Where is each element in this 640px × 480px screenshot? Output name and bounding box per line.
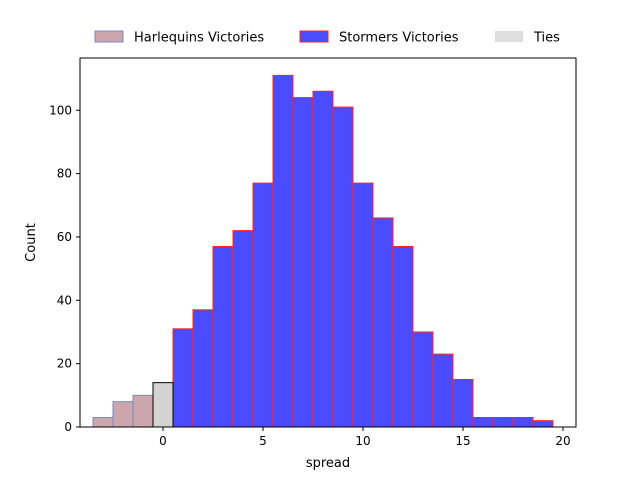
x-axis-label: spread <box>306 456 350 471</box>
bar-stormers-victories-7 <box>312 90 334 428</box>
y-tick-label: 80 <box>57 167 72 181</box>
bar-stormers-victories-9 <box>352 182 374 428</box>
y-tick-label: 0 <box>64 420 72 434</box>
legend: Harlequins Victories Stormers Victories Ti… <box>94 30 560 46</box>
bar-stormers-victories-13 <box>432 353 454 428</box>
bar-harlequins-victories-1 <box>112 401 134 428</box>
bar-stormers-victories-3 <box>232 230 254 428</box>
bar-harlequins-victories-0 <box>92 416 114 428</box>
x-tick-label: 10 <box>355 434 370 448</box>
x-tick-label: 0 <box>159 434 167 448</box>
legend-swatch-stormers-victories <box>299 30 329 43</box>
y-tick-label: 100 <box>49 103 72 117</box>
bar-stormers-victories-4 <box>252 182 274 428</box>
bar-stormers-victories-14 <box>452 378 474 428</box>
legend-swatch-ties <box>495 31 523 42</box>
bar-stormers-victories-2 <box>212 245 234 428</box>
bar-stormers-victories-10 <box>372 217 394 428</box>
plot-frame <box>79 57 577 428</box>
bar-stormers-victories-18 <box>532 420 554 428</box>
bar-ties-0 <box>152 382 174 428</box>
y-tick-label: 60 <box>57 230 72 244</box>
bar-stormers-victories-5 <box>272 74 294 428</box>
bar-stormers-victories-8 <box>332 106 354 428</box>
bar-stormers-victories-6 <box>292 97 314 428</box>
ticks-layer: 0 5 10 15 20 0 20 40 60 80 100 <box>49 103 571 448</box>
bar-stormers-victories-16 <box>492 416 514 428</box>
bar-stormers-victories-15 <box>472 416 494 428</box>
legend-label-harlequins-victories: Harlequins Victories <box>134 31 264 46</box>
bar-stormers-victories-17 <box>512 416 534 428</box>
legend-label-ties: Ties <box>533 31 560 46</box>
bar-stormers-victories-0 <box>172 328 194 428</box>
bar-stormers-victories-1 <box>192 309 214 428</box>
bars-layer <box>92 74 554 428</box>
y-tick-label: 20 <box>57 357 72 371</box>
y-tick-label: 40 <box>57 293 72 307</box>
x-tick-label: 5 <box>259 434 267 448</box>
bar-harlequins-victories-2 <box>132 394 154 428</box>
legend-swatch-harlequins-victories <box>94 30 124 43</box>
x-tick-label: 20 <box>555 434 570 448</box>
x-tick-label: 15 <box>455 434 470 448</box>
legend-label-stormers-victories: Stormers Victories <box>339 31 459 46</box>
y-axis-label: Count <box>24 223 39 262</box>
bar-stormers-victories-12 <box>412 331 434 428</box>
bar-stormers-victories-11 <box>392 245 414 428</box>
